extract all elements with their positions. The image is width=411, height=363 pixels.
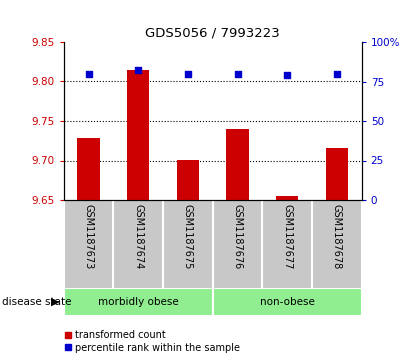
Text: GSM1187676: GSM1187676: [233, 204, 242, 270]
Bar: [77, 138, 100, 200]
Title: GDS5056 / 7993223: GDS5056 / 7993223: [145, 26, 280, 40]
Text: ▶: ▶: [51, 297, 60, 307]
Point: [85, 71, 92, 77]
Text: morbidly obese: morbidly obese: [98, 297, 178, 307]
Text: non-obese: non-obese: [260, 297, 315, 307]
Text: GSM1187677: GSM1187677: [282, 204, 292, 270]
Text: disease state: disease state: [2, 297, 72, 307]
Text: GSM1187675: GSM1187675: [183, 204, 193, 270]
Text: GSM1187674: GSM1187674: [133, 204, 143, 270]
Bar: [276, 196, 298, 200]
Point: [185, 71, 191, 77]
Bar: [213, 288, 362, 316]
Text: GSM1187673: GSM1187673: [83, 204, 94, 270]
Point: [284, 72, 291, 78]
Point: [135, 68, 141, 73]
Bar: [127, 70, 149, 200]
Bar: [64, 288, 213, 316]
Point: [234, 71, 241, 77]
Bar: [226, 129, 249, 200]
Bar: [177, 160, 199, 200]
Point: [334, 71, 340, 77]
Text: GSM1187678: GSM1187678: [332, 204, 342, 270]
Bar: [326, 148, 348, 200]
Legend: transformed count, percentile rank within the sample: transformed count, percentile rank withi…: [60, 326, 244, 357]
